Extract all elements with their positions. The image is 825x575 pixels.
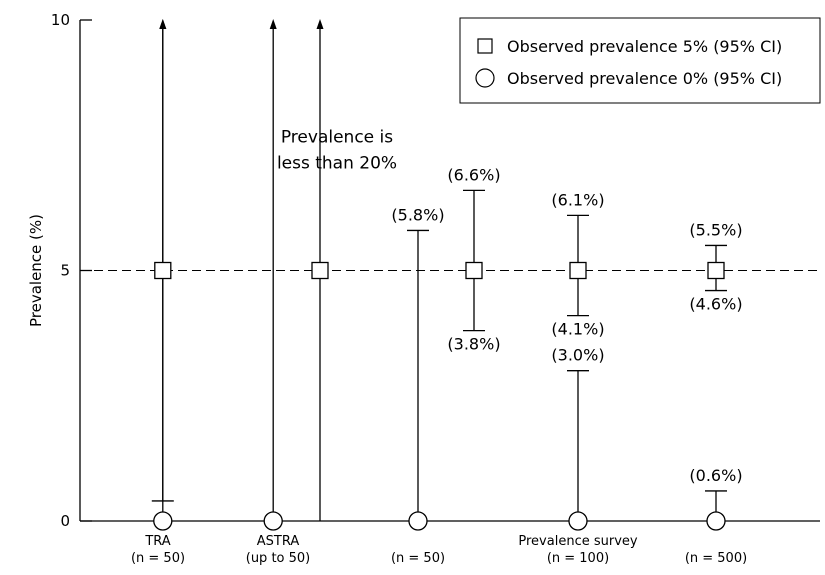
circle-marker <box>153 511 173 531</box>
category-label: (n = 500) <box>685 551 747 566</box>
error-bar-arrow <box>316 19 324 29</box>
category-label: ASTRA <box>257 534 300 549</box>
square-marker <box>465 261 483 280</box>
y-tick-label: 5 <box>60 262 70 280</box>
error-bar-arrow <box>159 19 167 29</box>
data-label-upper: (6.6%) <box>447 165 500 184</box>
square-marker <box>311 261 329 280</box>
category-label: (n = 100) <box>547 551 609 566</box>
data-label-upper: (5.5%) <box>689 220 742 239</box>
data-label-upper: (3.0%) <box>551 346 604 365</box>
annotations: Prevalence is less than 20% <box>277 128 397 174</box>
y-axis-label: Prevalence (%) <box>27 214 45 327</box>
legend-circle-icon <box>475 68 495 88</box>
annotation-text: Prevalence is <box>281 128 393 148</box>
y-tick-label: 0 <box>60 512 70 530</box>
legend-square-icon <box>477 38 493 54</box>
square-marker <box>154 261 172 280</box>
axes: 0 5 10 Prevalence (%) TRA (n = 50) ASTRA (up to… <box>27 11 820 566</box>
legend-label: Observed prevalence 0% (95% CI) <box>507 69 782 88</box>
category-label: (n = 50) <box>131 551 185 566</box>
data-label-upper: (6.1%) <box>551 190 604 209</box>
data-label-lower: (4.6%) <box>689 295 742 314</box>
circle-marker <box>408 511 428 531</box>
legend-label: Observed prevalence 5% (95% CI) <box>507 37 782 56</box>
error-bars <box>151 19 727 531</box>
circle-marker <box>706 511 726 531</box>
y-tick-label: 10 <box>51 11 70 29</box>
category-label: (n = 50) <box>391 551 445 566</box>
error-bar-arrow <box>269 19 277 29</box>
circle-marker <box>568 511 588 531</box>
square-marker <box>707 261 725 280</box>
category-label: TRA <box>144 534 170 549</box>
legend-box <box>459 17 821 104</box>
circle-marker <box>263 511 283 531</box>
data-label-lower: (3.8%) <box>447 335 500 354</box>
data-label-lower: (4.1%) <box>551 320 604 339</box>
data-labels: (5.8%) (3.0%) (0.6%) (6.6%) (3.8%) (6.1%) (4.1… <box>391 165 742 485</box>
square-marker <box>569 261 587 280</box>
data-label-upper: (5.8%) <box>391 205 444 224</box>
legend: Observed prevalence 5% (95% CI) Observed … <box>459 17 821 104</box>
category-label: (up to 50) <box>246 551 311 566</box>
annotation-text: less than 20% <box>277 154 397 174</box>
category-label: Prevalence survey <box>518 534 638 549</box>
data-label-upper: (0.6%) <box>689 466 742 485</box>
